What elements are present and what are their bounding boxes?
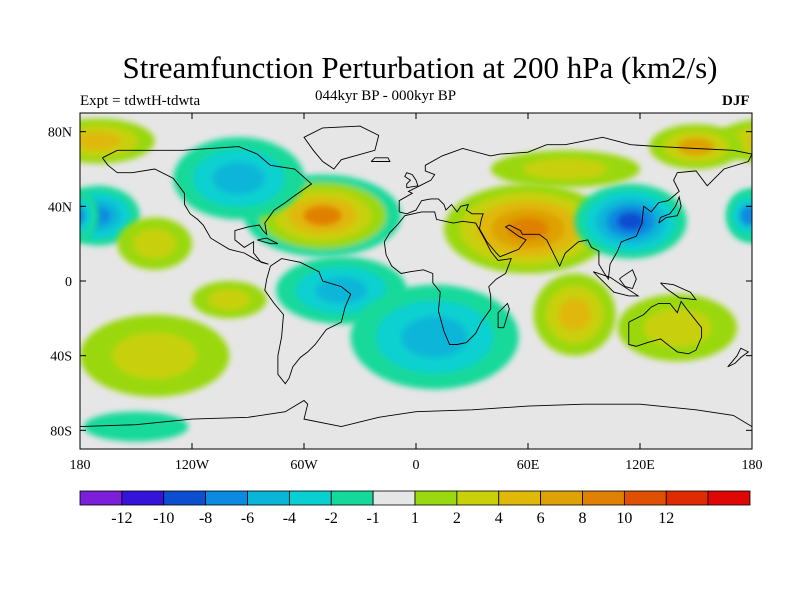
colorbar-label: -10: [153, 510, 174, 527]
contour-level: [80, 132, 121, 150]
contour-level: [558, 298, 591, 331]
colorbar-swatch: [79, 490, 123, 506]
coastline-eurasia: [398, 136, 752, 281]
lat-tick-label: 80S: [50, 424, 72, 439]
colorbar-label: -1: [366, 510, 379, 527]
lat-tick-label: 0: [65, 275, 72, 290]
coastline-japan: [658, 195, 682, 224]
colorbar-label: -8: [199, 510, 212, 527]
colorbar: -12 -10 -8 -6 -4 -2 -1 1 2 4 6 8 10 12: [79, 490, 751, 527]
coastline-cuba: [257, 237, 279, 245]
colorbar-label: 10: [616, 510, 632, 527]
contour-level: [112, 332, 197, 379]
field-asian-high: [444, 183, 612, 274]
colorbar-label: 6: [537, 510, 545, 527]
contour-level: [401, 316, 468, 358]
colorbar-label: 2: [453, 510, 461, 527]
coastline-new-zealand: [727, 347, 750, 368]
coastline-iceland: [370, 157, 391, 162]
lon-tick-label: 0: [413, 458, 420, 473]
colorbar-label: 8: [579, 510, 587, 527]
colorbar-swatch: [498, 490, 542, 506]
colorbar-swatch: [456, 490, 500, 506]
coastline-south-america: [264, 258, 352, 385]
coastline-borneo: [619, 269, 637, 290]
colorbar-swatch: [372, 490, 416, 506]
field-tropical-east-pacific-high: [192, 281, 267, 319]
lon-tick-label: 180: [70, 458, 91, 473]
coastline-new-guinea: [660, 282, 697, 301]
coastline-australia: [628, 300, 703, 355]
colorbar-swatch: [330, 490, 374, 506]
contour-level: [315, 277, 368, 304]
contour-level: [303, 205, 342, 226]
experiment-label: Expt = tdwtH-tdwta: [80, 93, 201, 109]
coastline-greenland: [303, 125, 380, 170]
map-title: Streamfunction Perturbation at 200 hPa (…: [122, 50, 718, 85]
lon-tick-label: 60E: [517, 458, 540, 473]
contour-level: [80, 189, 99, 242]
lon-tick-label: 120W: [175, 458, 210, 473]
field-eurasian-band-high: [490, 150, 640, 188]
plot-area: [80, 113, 752, 449]
lat-tick-label: 80N: [48, 126, 72, 141]
contour-level: [677, 137, 715, 156]
colorbar-swatch: [582, 490, 625, 506]
field-south-indian-high: [533, 273, 616, 356]
field-australia-high: [617, 294, 738, 362]
coastline-africa: [383, 211, 512, 345]
contour-level: [208, 289, 251, 311]
colorbar-swatch: [540, 490, 583, 506]
colorbar-label: -12: [111, 510, 132, 527]
contour-level: [739, 205, 752, 226]
coastline-layer: [80, 125, 752, 428]
time-range-label: 044kyr BP - 000kyr BP: [315, 88, 457, 104]
colorbar-swatch: [665, 490, 709, 506]
colorbar-swatch: [414, 490, 458, 506]
contour-level: [748, 207, 752, 225]
field-north-america-low: [173, 137, 304, 220]
lat-tick-label: 40N: [48, 200, 72, 215]
contour-level: [80, 206, 86, 225]
field-south-atlantic-low: [350, 284, 519, 390]
colorbar-swatch: [247, 490, 290, 506]
lon-tick-label: 120E: [625, 458, 655, 473]
lat-tick-label: 40S: [50, 350, 72, 365]
colorbar-label: 4: [495, 510, 503, 527]
lon-tick-label: 180: [742, 458, 763, 473]
colorbar-swatch: [163, 490, 207, 506]
colorbar-label: 1: [411, 510, 419, 527]
lon-tick-label: 60W: [290, 458, 318, 473]
field-northeast-high: [649, 124, 743, 169]
field-south-pacific-high: [80, 314, 230, 397]
contour-level: [616, 212, 645, 231]
coastline-antarctica: [80, 399, 752, 428]
contour-level: [133, 228, 176, 259]
colorbar-label: 12: [658, 510, 674, 527]
colorbar-swatch: [707, 490, 751, 506]
coastline-madagascar: [497, 302, 510, 329]
colorbar-swatch: [205, 490, 248, 506]
field-southern-ocean-low: [83, 411, 189, 442]
coastline-indonesia: [592, 271, 640, 297]
colorbar-label: -2: [325, 510, 338, 527]
contour-level: [212, 162, 265, 195]
colorbar-label: -6: [241, 510, 254, 527]
coastline-north-america: [102, 146, 313, 265]
contour-level: [83, 411, 189, 442]
colorbar-label: -4: [283, 510, 296, 527]
colorbar-swatch: [121, 490, 165, 506]
contour-level: [523, 158, 608, 180]
field-tropical-pacific-high: [117, 217, 192, 270]
season-label: DJF: [722, 93, 750, 109]
colorbar-swatch: [623, 490, 667, 506]
coastline-british-isles: [404, 172, 419, 189]
contour-level: [748, 136, 752, 146]
colorbar-swatch: [288, 490, 332, 506]
axis-layer: 80N 40N 0 40S 80S 180 120W 60W 0 60E 120E 180: [48, 113, 763, 473]
field-layer: [80, 118, 752, 442]
